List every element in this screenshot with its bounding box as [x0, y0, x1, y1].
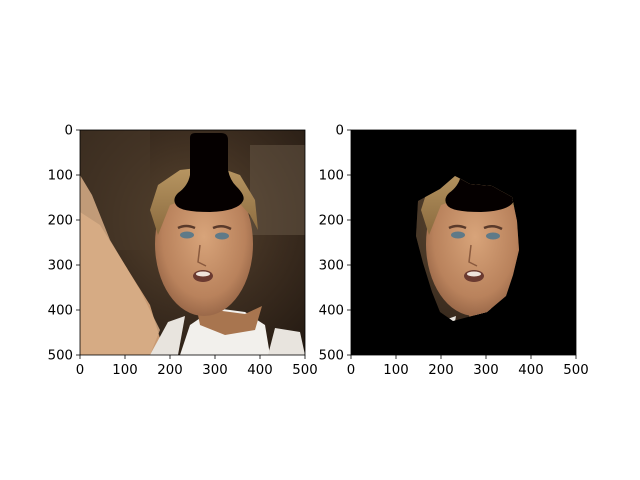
right-image-panel	[350, 129, 577, 356]
x-tick-label: 300	[202, 363, 227, 378]
y-tick-label: 0	[336, 124, 344, 139]
y-tick-label: 400	[48, 304, 73, 319]
x-tick-label: 0	[76, 363, 84, 378]
y-tick-label: 500	[48, 349, 73, 364]
y-tick-label: 400	[319, 304, 344, 319]
y-tick-label: 300	[319, 259, 344, 274]
x-tick-label: 0	[347, 363, 355, 378]
x-tick-label: 100	[112, 363, 137, 378]
x-tick-label: 400	[518, 363, 543, 378]
x-tick-label: 500	[292, 363, 317, 378]
x-tick-label: 200	[157, 363, 182, 378]
x-tick-label: 100	[383, 363, 408, 378]
y-tick-label: 0	[65, 124, 73, 139]
y-tick-label: 100	[48, 169, 73, 184]
y-tick-label: 200	[319, 214, 344, 229]
y-tick-label: 200	[48, 214, 73, 229]
y-tick-label: 300	[48, 259, 73, 274]
x-tick-label: 200	[428, 363, 453, 378]
y-tick-label: 100	[319, 169, 344, 184]
x-tick-label: 400	[247, 363, 272, 378]
x-tick-label: 300	[473, 363, 498, 378]
left-image-panel	[79, 129, 306, 356]
y-tick-label: 500	[319, 349, 344, 364]
x-tick-label: 500	[563, 363, 588, 378]
